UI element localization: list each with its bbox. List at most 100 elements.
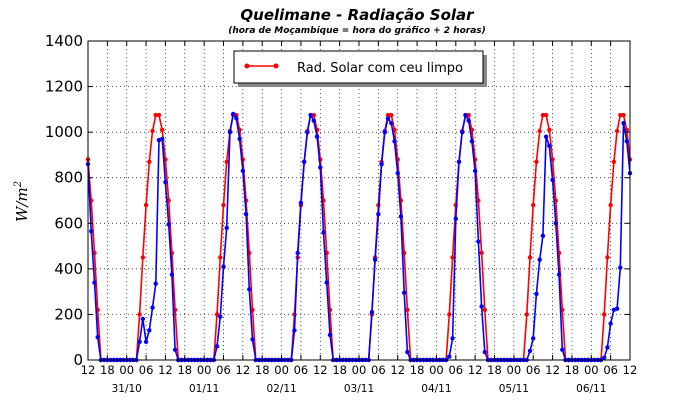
- data-point: [534, 159, 539, 164]
- x-tick-label: 00: [197, 363, 212, 377]
- data-point: [153, 281, 158, 286]
- x-tick-label: 06: [371, 363, 386, 377]
- data-point: [398, 214, 404, 219]
- y-axis-label: W/m2: [13, 181, 31, 222]
- data-point: [298, 200, 304, 205]
- data-point: [469, 139, 475, 144]
- data-point: [169, 272, 175, 277]
- x-tick-label: 06: [294, 363, 309, 377]
- x-tick-label: 00: [584, 363, 599, 377]
- data-point: [531, 336, 536, 341]
- data-point: [405, 349, 410, 355]
- x-tick-label: 18: [487, 363, 502, 377]
- data-point: [160, 127, 165, 133]
- data-point: [611, 159, 617, 164]
- data-point: [172, 347, 178, 352]
- chart-subtitle: (hora de Moçambique = hora do gráfico + …: [228, 26, 486, 36]
- x-tick-label: 12: [468, 363, 483, 377]
- data-point: [150, 305, 155, 310]
- y-tick-label: 800: [54, 169, 83, 187]
- data-point: [385, 116, 391, 121]
- data-point: [314, 134, 320, 139]
- data-point: [389, 120, 394, 126]
- data-point: [547, 143, 552, 149]
- x-tick-label: 18: [565, 363, 580, 377]
- data-point: [482, 307, 488, 313]
- x-day-label: 04/11: [421, 383, 451, 395]
- data-point: [524, 312, 529, 317]
- data-point: [466, 112, 471, 118]
- x-day-label: 03/11: [344, 383, 374, 395]
- data-point: [537, 257, 542, 262]
- x-tick-label: 00: [429, 363, 444, 377]
- data-point: [527, 255, 533, 260]
- x-tick-label: 18: [332, 363, 347, 377]
- data-point: [560, 347, 565, 352]
- data-point: [369, 309, 375, 315]
- data-point: [543, 112, 549, 118]
- x-tick-label: 06: [139, 363, 154, 377]
- legend: Rad. Solar com ceu limpo: [233, 50, 487, 87]
- data-point: [379, 161, 384, 167]
- x-tick-label: 18: [255, 363, 270, 377]
- data-point: [534, 291, 539, 297]
- data-point: [624, 139, 629, 144]
- data-point: [547, 127, 552, 133]
- data-point: [601, 312, 607, 317]
- data-point: [214, 344, 220, 349]
- data-point: [401, 290, 407, 295]
- x-day-label: 31/10: [112, 383, 142, 395]
- data-point: [618, 265, 623, 270]
- data-point: [543, 134, 549, 139]
- x-day-label: 06/11: [576, 383, 606, 395]
- data-point: [472, 168, 478, 174]
- data-point: [227, 129, 233, 135]
- y-tick-label: 600: [54, 214, 83, 232]
- data-point: [311, 118, 317, 123]
- data-point: [137, 312, 142, 317]
- data-point: [143, 202, 149, 208]
- data-point: [456, 159, 462, 164]
- data-point: [540, 112, 546, 118]
- data-point: [466, 118, 471, 123]
- data-point: [405, 307, 410, 313]
- data-point: [137, 339, 142, 344]
- x-tick-label: 06: [526, 363, 541, 377]
- data-point: [527, 348, 533, 354]
- data-point: [460, 129, 465, 135]
- data-point: [453, 216, 458, 221]
- x-tick-label: 06: [216, 363, 231, 377]
- data-point: [450, 255, 455, 260]
- data-point: [308, 112, 313, 118]
- data-point: [618, 112, 623, 118]
- data-point: [608, 202, 613, 208]
- data-point: [447, 354, 452, 359]
- data-point: [621, 120, 626, 126]
- data-point: [479, 304, 484, 309]
- data-point: [160, 136, 165, 142]
- y-tick-label: 1400: [45, 32, 83, 50]
- x-tick-label: 12: [313, 363, 328, 377]
- data-point: [292, 328, 297, 333]
- data-point: [240, 168, 246, 174]
- data-point: [389, 112, 394, 118]
- y-tick-label: 1000: [45, 123, 83, 141]
- data-point: [250, 337, 255, 342]
- x-tick-label: 18: [410, 363, 425, 377]
- data-point: [476, 239, 481, 244]
- data-point: [537, 128, 542, 134]
- data-point: [156, 112, 162, 118]
- x-tick-label: 12: [236, 363, 251, 377]
- data-point: [324, 280, 329, 285]
- data-point: [376, 211, 381, 217]
- x-tick-label: 18: [100, 363, 115, 377]
- data-point: [318, 165, 323, 170]
- data-point: [224, 225, 229, 231]
- data-point: [147, 159, 152, 164]
- data-point: [243, 211, 249, 217]
- data-point: [327, 332, 333, 338]
- legend-marker: [244, 63, 250, 69]
- x-tick-label: 00: [119, 363, 134, 377]
